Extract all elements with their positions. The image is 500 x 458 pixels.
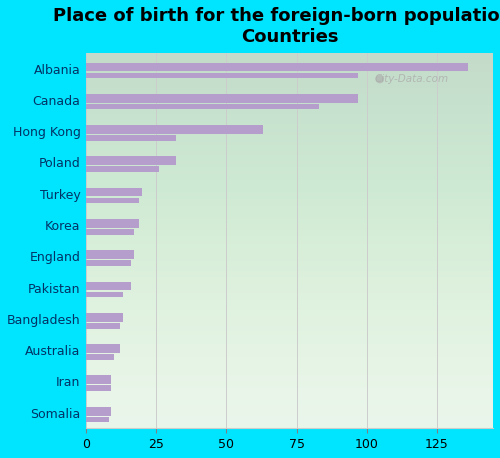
- Bar: [86, 344, 120, 353]
- Bar: [86, 166, 159, 172]
- Bar: [86, 417, 108, 422]
- Bar: [86, 157, 176, 165]
- Bar: [86, 250, 134, 259]
- Bar: [86, 376, 112, 384]
- Bar: [86, 188, 142, 196]
- Bar: [86, 282, 131, 290]
- Bar: [86, 219, 140, 228]
- Bar: [86, 313, 122, 322]
- Bar: [86, 323, 120, 328]
- Bar: [86, 260, 131, 266]
- Bar: [86, 94, 358, 103]
- Bar: [86, 135, 176, 141]
- Text: City-Data.com: City-Data.com: [374, 74, 448, 84]
- Bar: [86, 72, 358, 78]
- Bar: [86, 63, 468, 71]
- Bar: [86, 292, 122, 297]
- Bar: [86, 407, 112, 415]
- Text: ●: ●: [374, 74, 384, 84]
- Bar: [86, 229, 134, 234]
- Bar: [86, 354, 114, 360]
- Bar: [86, 386, 112, 391]
- Bar: [86, 104, 319, 109]
- Title: Place of birth for the foreign-born population -
Countries: Place of birth for the foreign-born popu…: [53, 7, 500, 46]
- Bar: [86, 198, 140, 203]
- Bar: [86, 125, 263, 134]
